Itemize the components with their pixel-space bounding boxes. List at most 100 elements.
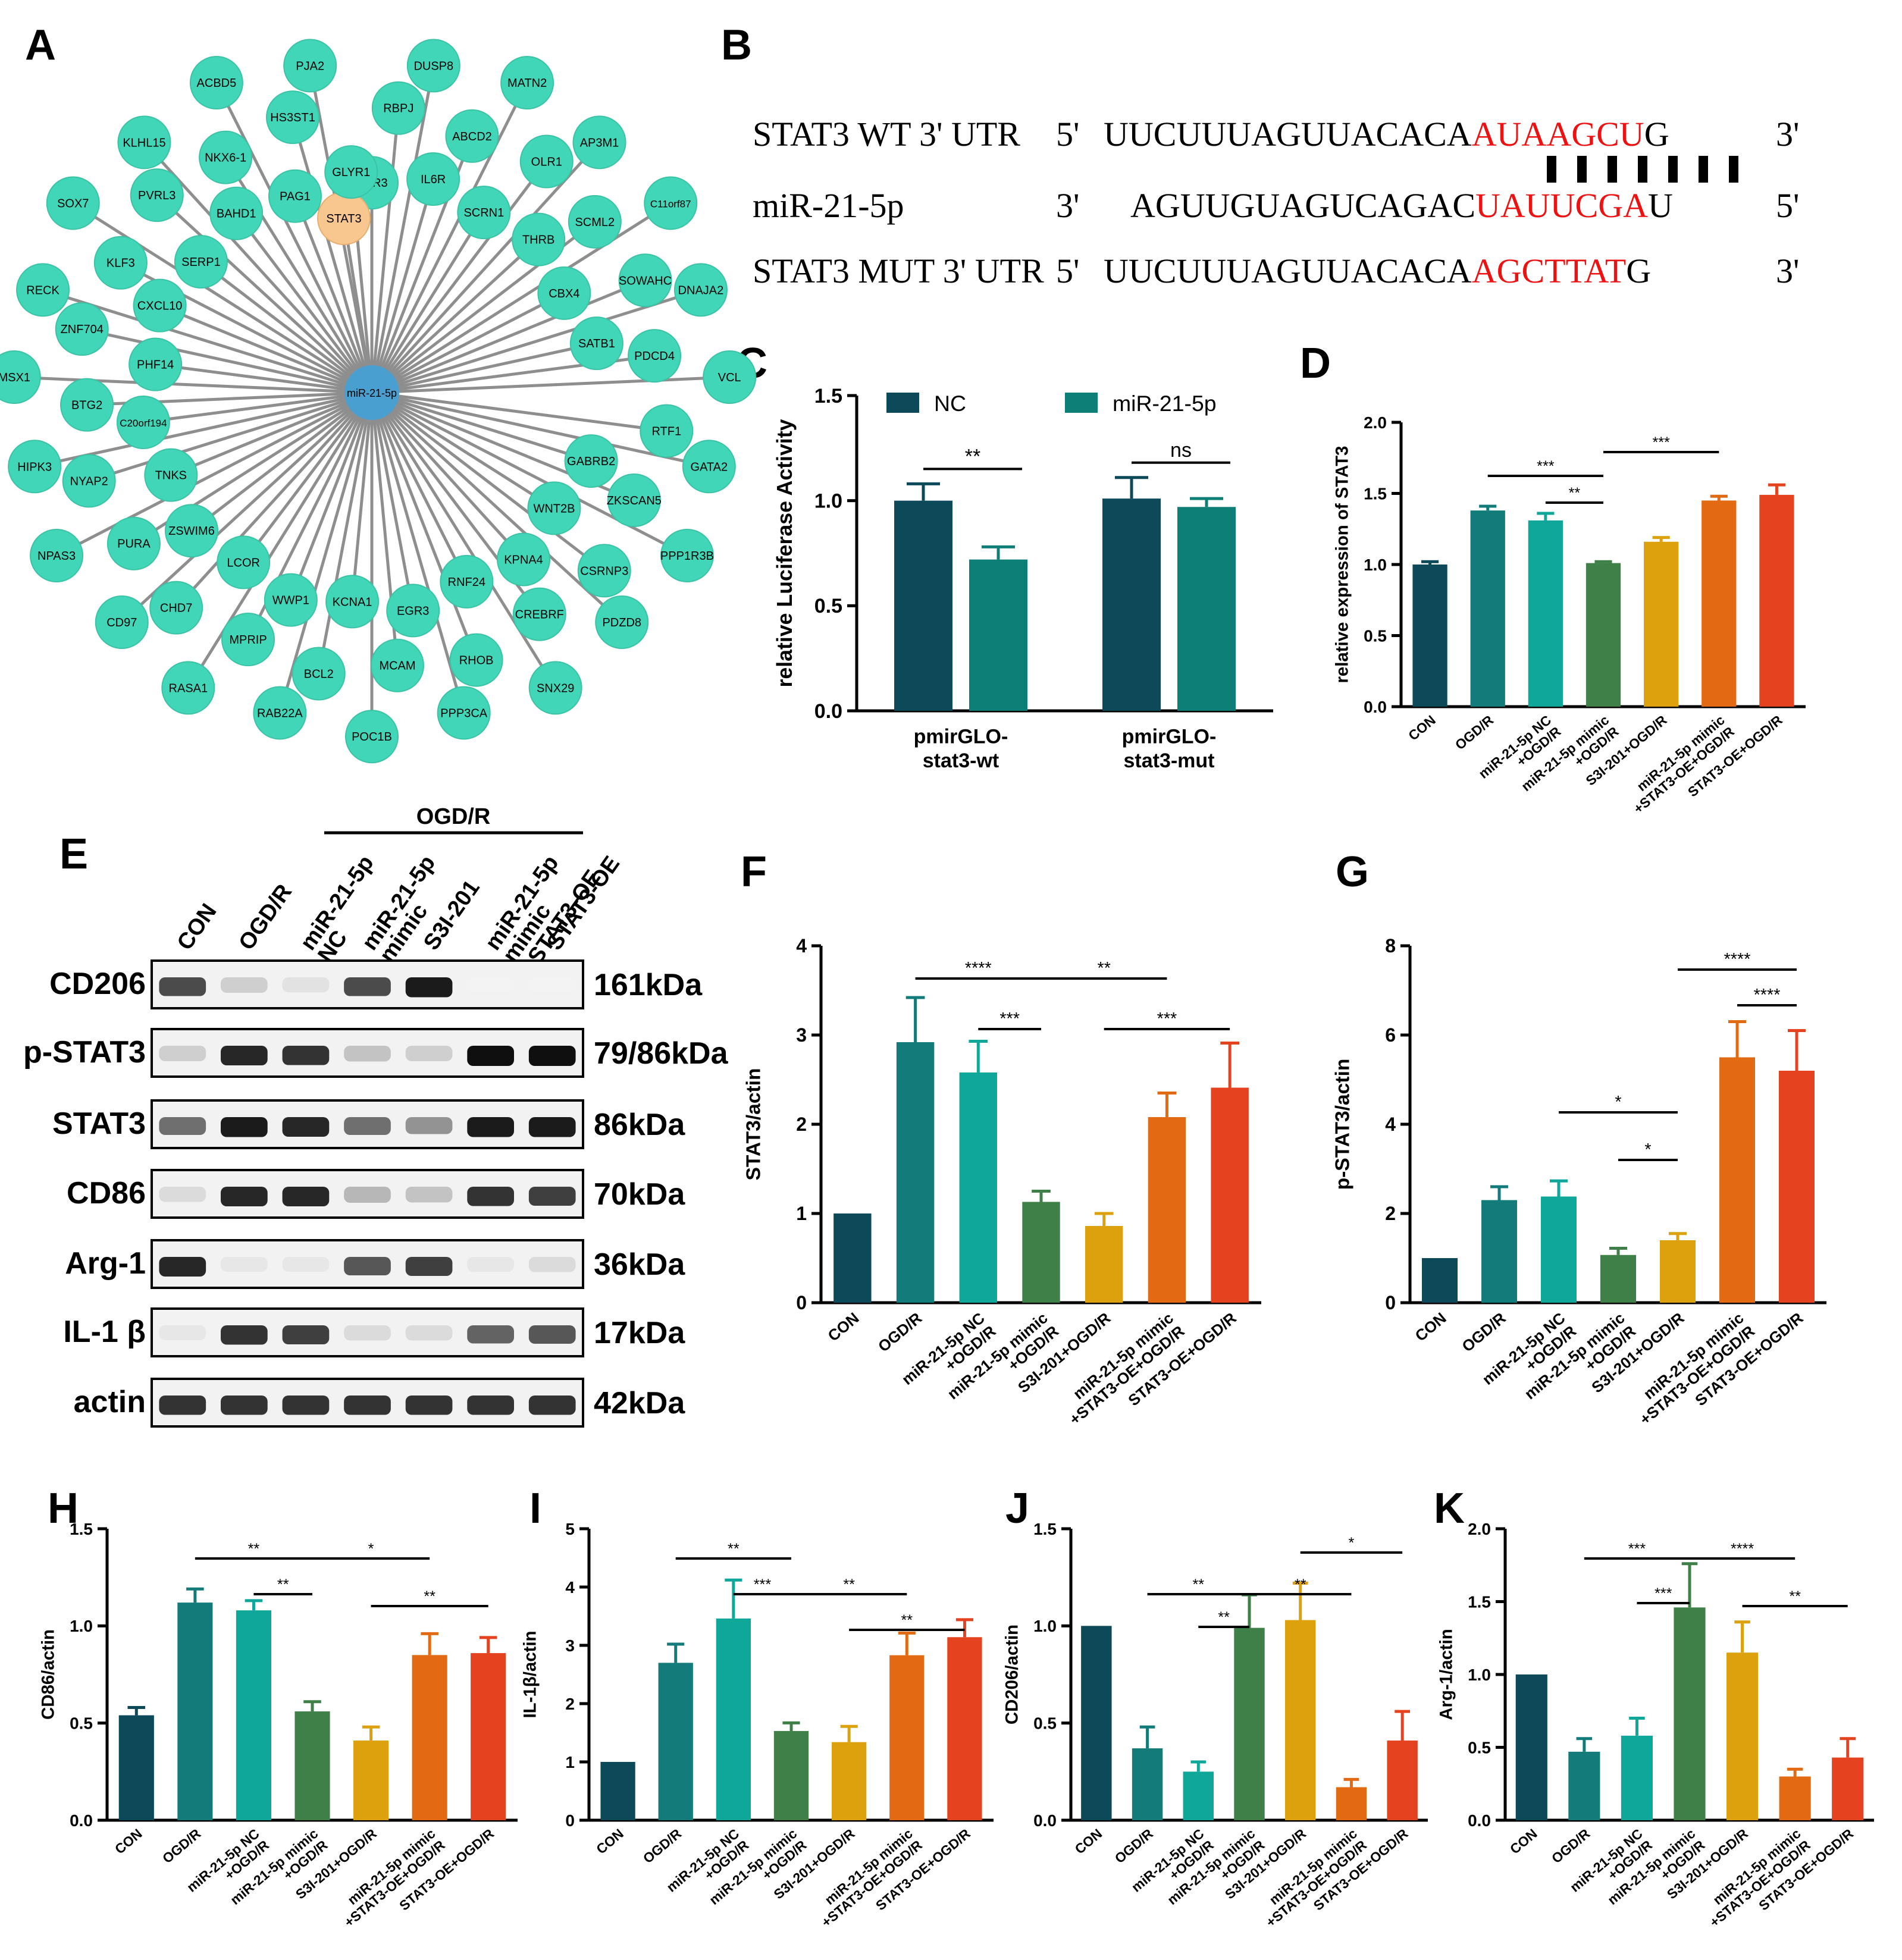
blot-band [159, 1117, 206, 1135]
network-node-label: C11orf87 [650, 198, 691, 209]
bar [353, 1741, 389, 1820]
bar [1541, 1196, 1577, 1303]
bar [1022, 1202, 1060, 1303]
significance-label: ** [1192, 1576, 1204, 1593]
network-edge [371, 391, 525, 561]
network-node [292, 647, 346, 701]
bar [1211, 1087, 1249, 1303]
network-node-label: RNF24 [448, 576, 485, 589]
panel-letter-b: B [721, 21, 752, 69]
bar [1102, 498, 1161, 711]
network-node [55, 302, 109, 356]
blot-band [221, 977, 268, 993]
blot-band [405, 1046, 453, 1061]
blot-band [344, 1395, 391, 1415]
blot-band [221, 1117, 268, 1137]
y-axis-label: IL-1β/actin [520, 1631, 540, 1718]
network-edge [215, 81, 374, 394]
network-node [527, 481, 581, 535]
blot-band [405, 1187, 453, 1203]
network-node [46, 176, 100, 230]
y-tick-label: 4 [796, 935, 807, 957]
network-node [116, 395, 170, 449]
bar [1644, 541, 1679, 707]
x-tick-label: OGD/R [1458, 1309, 1509, 1355]
network-node [324, 145, 378, 199]
sequence-3-end: 3' [1776, 252, 1799, 290]
x-tick-label: OGD/R [875, 1309, 925, 1355]
network-node-label: CBX4 [549, 287, 579, 300]
y-tick-label: 0.5 [1033, 1714, 1057, 1732]
sequence-tail: G [1626, 252, 1651, 290]
blot-band [405, 1395, 453, 1415]
network-edge [155, 363, 372, 394]
network-node [370, 638, 424, 692]
network-edge [242, 391, 373, 563]
network-node-label: PDZD8 [602, 616, 641, 629]
y-tick-label: 6 [1385, 1024, 1396, 1046]
network-node-label: RTF1 [651, 425, 681, 438]
blot-band [528, 1046, 576, 1066]
network-edge [371, 391, 667, 432]
bar [834, 1213, 872, 1303]
significance-label: *** [1652, 434, 1670, 451]
x-tick-line: OGD/R [640, 1826, 685, 1867]
network-node [564, 434, 618, 488]
blot-protein-label: p-STAT3 [23, 1035, 146, 1070]
y-tick-label: 0 [796, 1292, 807, 1313]
x-tick-label: OGD/R [640, 1826, 685, 1867]
network-node [60, 378, 114, 432]
network-node-label: ZSWIM6 [168, 525, 215, 538]
x-tick-label: CON [1412, 1309, 1450, 1344]
network-node-label: ZKSCAN5 [607, 494, 662, 507]
significance-label: *** [1628, 1541, 1646, 1557]
sequence-text: AGUUGUAGUCAGACUAUUCGAU [1130, 186, 1673, 225]
y-tick-label: 2 [565, 1695, 575, 1713]
bar [1660, 1240, 1696, 1303]
network-node [264, 573, 318, 627]
blot-band [282, 1046, 330, 1065]
legend-label: miR-21-5p [1113, 391, 1217, 416]
network-node-label: THRB [522, 234, 554, 247]
network-edge [370, 65, 435, 393]
x-tick-line: OGD/R [1112, 1826, 1157, 1867]
network-node-label: RHOB [459, 654, 494, 667]
blot-band [344, 1325, 391, 1341]
network-node [371, 81, 425, 135]
significance-label: ** [901, 1612, 913, 1629]
significance-label: ** [1218, 1609, 1230, 1626]
x-tick-line: OGD/R [1458, 1309, 1509, 1355]
x-tick-label: stat3-mut [1123, 749, 1214, 772]
network-node [568, 195, 622, 249]
blot-band [344, 1257, 391, 1275]
network-edge [291, 117, 374, 393]
network-edge [371, 391, 688, 557]
base-pair-mark [1729, 156, 1738, 183]
network-node [640, 404, 694, 458]
sequence-3-end: 3' [1776, 115, 1799, 153]
bar-chart-d: 0.0 0.5 1.0 1.5 2.0 relative expression of ST… [1332, 413, 1806, 817]
y-tick-label: 0 [565, 1811, 575, 1830]
network-node-label: KLF3 [106, 257, 135, 270]
bar [1132, 1748, 1163, 1820]
significance-label: **** [965, 959, 992, 978]
y-tick-label: 1.0 [814, 490, 842, 513]
sequence-label: miR-21-5p [753, 186, 904, 225]
network-edge [175, 391, 373, 609]
network-node [673, 263, 728, 317]
significance-label: *** [754, 1576, 772, 1593]
legend-swatch [886, 393, 919, 413]
network-node-label: CREBRF [515, 609, 564, 622]
x-tick-line: CON [112, 1826, 145, 1857]
bar [1336, 1787, 1367, 1820]
network-node-label: MCAM [379, 660, 415, 673]
y-axis-label: STAT3/actin [743, 1068, 765, 1180]
bar [1422, 1258, 1458, 1303]
blot-band [528, 1395, 576, 1415]
bar [896, 1042, 935, 1303]
network-edge [371, 391, 555, 510]
network-node-label: GLYR1 [332, 166, 370, 179]
